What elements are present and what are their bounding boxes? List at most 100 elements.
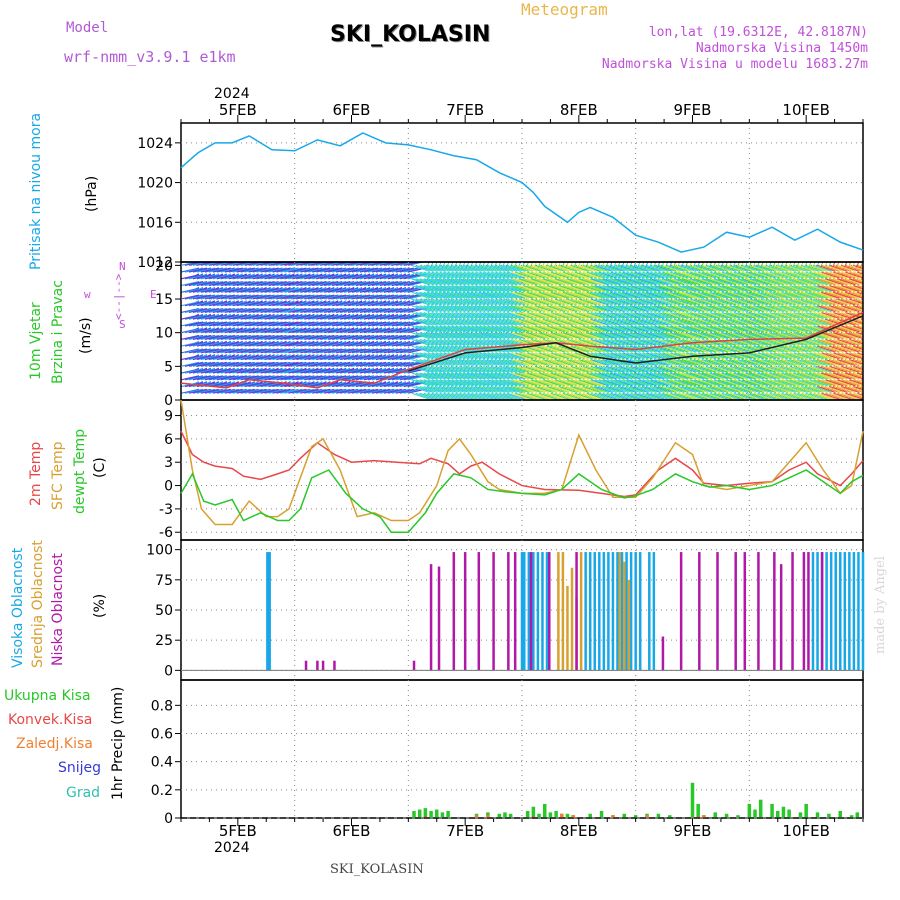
- wind-barb-flag: [334, 367, 339, 371]
- wind-barb: [570, 365, 590, 373]
- wind-barb: [701, 365, 721, 373]
- wind-barb: [857, 392, 863, 396]
- wind-barb-flag: [393, 327, 399, 331]
- wind-barb: [861, 372, 863, 375]
- wind-barb: [705, 372, 725, 380]
- wind-barb: [403, 375, 422, 381]
- wind-barb: [463, 359, 482, 367]
- wind-barb: [709, 386, 729, 394]
- wind-barb-flag: [334, 381, 339, 384]
- wind-barb: [320, 348, 339, 354]
- wind-barb-flag: [226, 327, 232, 331]
- wind-barb-flag: [238, 340, 243, 344]
- wind-barb: [530, 345, 550, 353]
- wind-barb-flag: [242, 340, 247, 344]
- wind-barb: [586, 372, 605, 380]
- wind-barb-flag: [345, 381, 351, 384]
- wind-barb: [833, 352, 852, 360]
- wind-barb: [467, 372, 486, 380]
- wind-barb: [463, 365, 482, 373]
- wind-barb: [511, 359, 530, 367]
- wind-barb: [666, 359, 685, 367]
- wind-barb-flag: [218, 354, 224, 357]
- wind-barb: [479, 365, 498, 373]
- wind-barb: [280, 375, 299, 381]
- wind-barb: [670, 359, 689, 367]
- wind-barb-flag: [274, 367, 279, 371]
- wind-barb: [586, 392, 605, 400]
- wind-barb-flag: [270, 367, 275, 371]
- wind-barb: [809, 352, 828, 360]
- wind-barb: [773, 392, 792, 400]
- wind-barb: [300, 361, 319, 367]
- wind-barb-flag: [274, 354, 279, 357]
- wind-barb: [674, 372, 693, 380]
- wind-barb: [284, 375, 303, 381]
- wind-barb-flag: [278, 354, 283, 357]
- wind-barb-flag: [875, 382, 879, 392]
- wind-barb: [562, 359, 582, 367]
- wind-barb: [598, 352, 617, 360]
- wind-barb-flag: [334, 354, 339, 357]
- wind-barb: [690, 372, 709, 380]
- wind-barb: [662, 365, 681, 373]
- wind-barb: [793, 345, 812, 353]
- wind-barb: [534, 392, 554, 400]
- wind-barb: [204, 375, 223, 381]
- wind-barb: [423, 352, 442, 360]
- wind-barb: [471, 352, 490, 360]
- wind-barb: [630, 386, 649, 394]
- wind-barb: [363, 334, 383, 340]
- wind-barb-flag: [385, 327, 391, 331]
- wind-barb: [861, 311, 863, 314]
- wind-barb: [538, 359, 558, 367]
- wind-barb: [638, 338, 657, 346]
- wind-barb: [829, 338, 848, 346]
- wind-barb-flag: [234, 381, 239, 384]
- wind-barb-flag: [206, 327, 212, 331]
- wind-barb: [447, 365, 466, 373]
- wind-barb: [546, 386, 566, 394]
- wind-barb: [690, 345, 709, 353]
- wind-barb-flag: [202, 340, 208, 344]
- wind-barb: [530, 372, 550, 380]
- wind-barb-flag: [258, 340, 263, 344]
- wind-barb: [324, 348, 343, 354]
- wind-barb: [351, 361, 371, 367]
- wind-barb: [343, 388, 363, 394]
- wind-barb-flag: [862, 283, 863, 284]
- wind-barb-flag: [341, 367, 347, 371]
- wind-barb: [829, 372, 848, 380]
- wind-barb: [729, 392, 749, 400]
- wind-barb-flag: [314, 367, 319, 371]
- wind-barb: [427, 379, 446, 387]
- wind-barb: [666, 365, 685, 373]
- wind-barb: [463, 332, 482, 340]
- wind-barb-flag: [250, 367, 255, 371]
- wind-barb: [642, 386, 661, 394]
- wind-barb: [320, 334, 339, 340]
- wind-barb: [638, 352, 657, 360]
- wind-barb: [582, 372, 601, 380]
- wind-barb: [435, 372, 454, 380]
- wind-barb: [566, 332, 586, 340]
- wind-barb: [383, 375, 403, 381]
- wind-barb: [658, 392, 677, 400]
- wind-barb-flag: [381, 327, 387, 331]
- wind-barb-flag: [353, 354, 359, 357]
- wind-barb-flag: [266, 340, 271, 344]
- wind-barb: [658, 372, 677, 380]
- wind-barb-flag: [298, 381, 303, 384]
- wind-barb-flag: [334, 340, 339, 344]
- wind-barb: [861, 345, 863, 348]
- wind-barb: [765, 352, 784, 360]
- wind-barb: [459, 365, 478, 373]
- wind-barb: [861, 305, 863, 307]
- wind-barb: [614, 338, 633, 346]
- wind-barb: [821, 365, 840, 373]
- wind-barb: [733, 372, 753, 380]
- wind-barb-flag: [361, 340, 367, 344]
- wind-barb: [837, 392, 856, 400]
- wind-barb: [431, 392, 450, 400]
- wind-barb-flag: [298, 354, 303, 357]
